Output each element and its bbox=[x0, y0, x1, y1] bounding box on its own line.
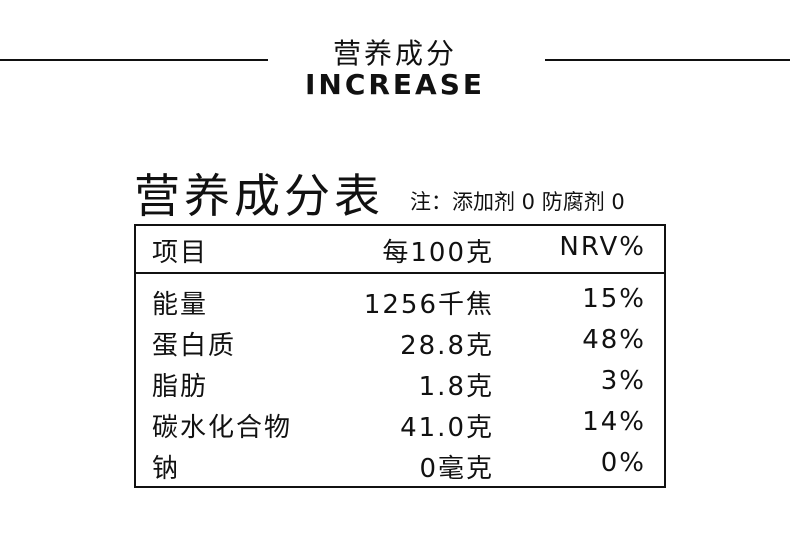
cell: 3% bbox=[600, 366, 646, 396]
cell: 每100克 bbox=[382, 238, 494, 268]
cell: 0毫克 bbox=[419, 454, 494, 484]
cell: 1256千焦 bbox=[363, 290, 494, 320]
cell: 项目 bbox=[152, 238, 209, 268]
separator bbox=[136, 272, 664, 274]
table-title: 营养成分表 bbox=[134, 169, 384, 223]
cell: 41.0克 bbox=[400, 413, 494, 443]
divider bbox=[0, 59, 268, 61]
cell: 能量 bbox=[152, 290, 209, 320]
header-title: 营养成分 bbox=[332, 37, 457, 70]
cell: 脂肪 bbox=[152, 372, 209, 402]
cell: 碳水化合物 bbox=[152, 413, 293, 443]
data-row: 能量 1256千焦 15% bbox=[136, 280, 664, 320]
cell: 蛋白质 bbox=[152, 331, 237, 361]
cell: 14% bbox=[582, 407, 646, 437]
cell: 15% bbox=[582, 284, 646, 314]
cell: 28.8克 bbox=[400, 331, 494, 361]
data-row: 碳水化合物 41.0克 14% bbox=[136, 403, 664, 443]
cell: 1.8克 bbox=[418, 372, 494, 402]
divider bbox=[545, 59, 790, 61]
table-note: 注：添加剂 0 防腐剂 0 bbox=[410, 190, 625, 214]
cell: NRV% bbox=[559, 232, 646, 262]
data-row: 蛋白质 28.8克 48% bbox=[136, 321, 664, 361]
header-row: 项目 每100克 NRV% bbox=[136, 228, 664, 268]
nutrition-table: 项目 每100克 NRV% 能量 1256千焦 15% 蛋白质 28.8克 48% 脂肪 1.8克 3… bbox=[134, 224, 666, 488]
cell: 0% bbox=[600, 448, 646, 478]
data-row: 钠 0毫克 0% bbox=[136, 444, 664, 484]
data-row: 脂肪 1.8克 3% bbox=[136, 362, 664, 402]
header-subtitle: INCREASE bbox=[304, 68, 486, 101]
cell: 钠 bbox=[152, 454, 181, 484]
cell: 48% bbox=[582, 325, 646, 355]
